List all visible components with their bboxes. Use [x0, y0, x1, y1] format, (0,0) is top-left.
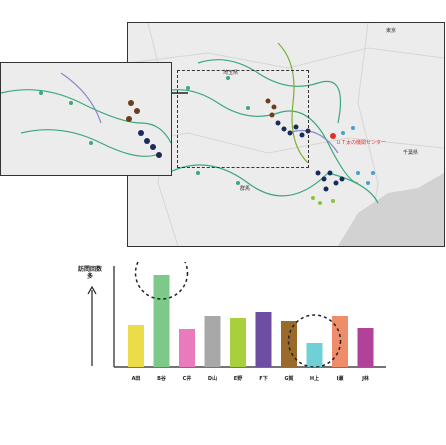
bar-4 — [204, 316, 221, 367]
gunma-label: 群馬 — [240, 186, 251, 192]
highlight-circle-8 — [287, 314, 342, 368]
chart-ylabel: 訪問回数 多 — [78, 266, 102, 280]
inset-map — [0, 62, 172, 176]
x-tick-label: E野 — [233, 376, 243, 382]
bar-10 — [357, 328, 374, 367]
highlights — [134, 262, 342, 368]
bar-5 — [230, 318, 246, 367]
zoom-region — [177, 70, 309, 168]
x-tick-label: I瀬 — [336, 376, 344, 382]
x-tick-label: H上 — [309, 376, 320, 382]
saitama-label: 埼玉県 — [223, 70, 239, 76]
ylabel-text: 訪問回数 多 — [78, 266, 103, 280]
center-marker — [330, 133, 336, 139]
x-tick-label: A田 — [131, 376, 141, 382]
y-arrow — [87, 285, 97, 366]
map-graphic — [128, 23, 444, 246]
x-tick-label: F下 — [259, 376, 268, 382]
center-label: ＵＴ太の機関センター — [336, 140, 387, 146]
x-tick-label: D山 — [207, 376, 218, 382]
bar-1 — [128, 325, 144, 367]
tokyo-label: 東京 — [386, 28, 397, 34]
bar-3 — [179, 329, 195, 367]
x-tick-label: G賀 — [284, 376, 294, 382]
main-map: 東京 埼玉県 千葉県 ＵＴ太の機関センター 群馬 — [127, 22, 445, 247]
x-tick-label: B谷 — [157, 376, 166, 382]
bar-chart — [113, 262, 386, 368]
bar-6 — [255, 312, 272, 367]
x-tick-label: J林 — [362, 376, 369, 382]
highlight-circle-2 — [134, 262, 189, 300]
x-tick-label: C井 — [182, 376, 192, 382]
bar-2 — [153, 275, 170, 367]
bar-8 — [306, 343, 323, 367]
inset-graphic — [1, 63, 171, 175]
chiba-label: 千葉県 — [403, 150, 419, 156]
